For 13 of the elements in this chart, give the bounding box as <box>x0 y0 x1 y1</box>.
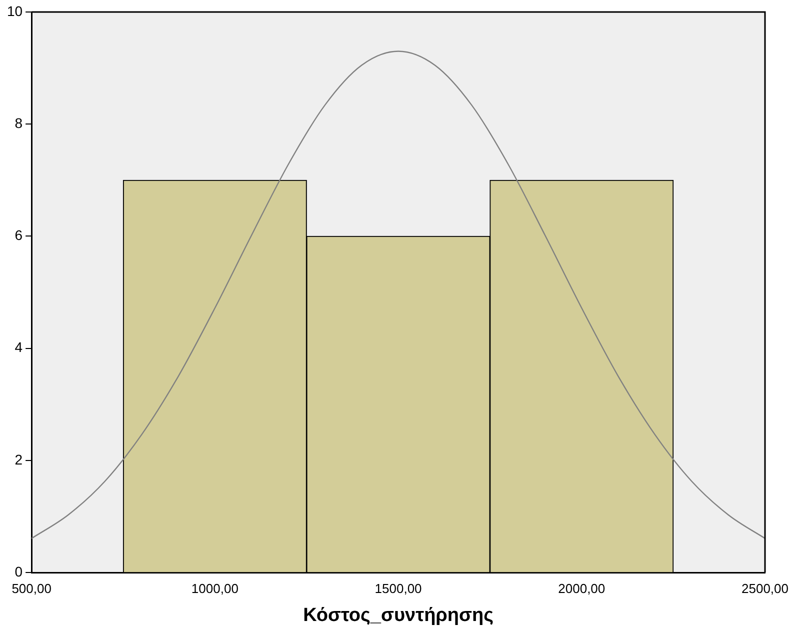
y-tick-label: 0 <box>14 563 23 580</box>
x-tick-label: 2500,00 <box>742 580 788 596</box>
x-tick-label: 500,00 <box>12 580 52 596</box>
x-tick-label: 1500,00 <box>374 580 422 596</box>
y-tick-label: 2 <box>14 451 23 468</box>
y-tick-label: 6 <box>14 227 23 244</box>
y-tick-label: 4 <box>14 339 23 356</box>
x-tick-label: 1000,00 <box>191 580 238 596</box>
x-axis-title: Κόστος_συντήρησης <box>303 604 494 626</box>
y-tick-label: 8 <box>14 114 23 131</box>
x-tick-label: 2000,00 <box>558 580 606 596</box>
y-tick-label: 10 <box>6 2 23 19</box>
line-series <box>32 50 765 540</box>
